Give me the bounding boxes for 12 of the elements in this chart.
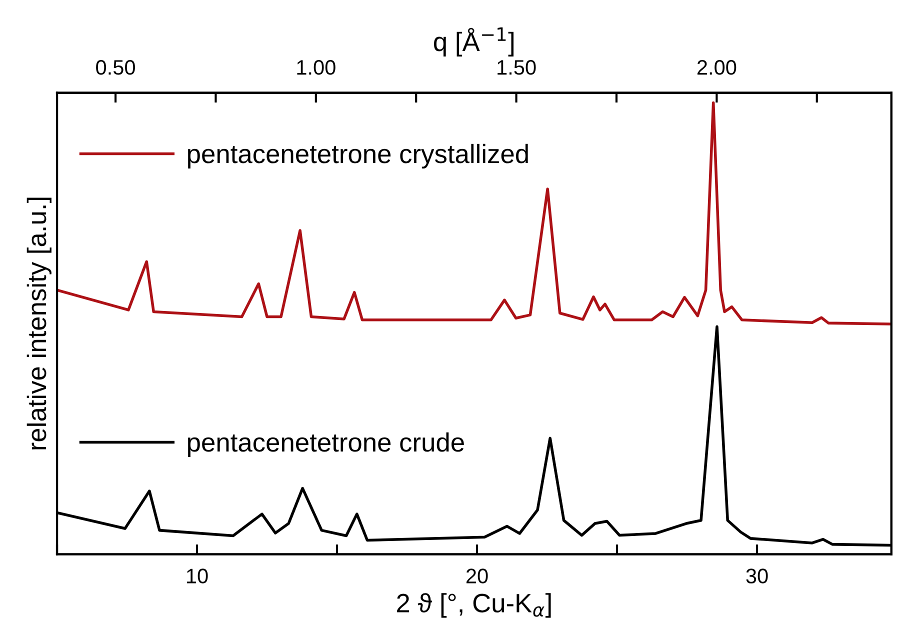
x2-tick-label: 0.50 bbox=[96, 60, 135, 75]
x-axis-title: 2 ϑ [°, Cu-K$_{α}$] bbox=[397, 593, 551, 618]
x2-axis-title: q [Å$^{−1}$] bbox=[434, 27, 514, 56]
x2-tick-label: 2.00 bbox=[697, 60, 736, 75]
x2-tick-label: 1.00 bbox=[297, 60, 336, 75]
x-tick-label: 30 bbox=[746, 568, 768, 584]
x2-tick-label: 1.50 bbox=[498, 60, 536, 75]
y-axis-title: relative intensity [a.u.] bbox=[26, 198, 52, 450]
legend-label: pentacenetetrone crude bbox=[188, 432, 464, 457]
legend-label: pentacenetetrone crystallized bbox=[188, 144, 528, 169]
x-tick-label: 10 bbox=[187, 568, 208, 584]
x-tick-label: 20 bbox=[466, 568, 488, 584]
